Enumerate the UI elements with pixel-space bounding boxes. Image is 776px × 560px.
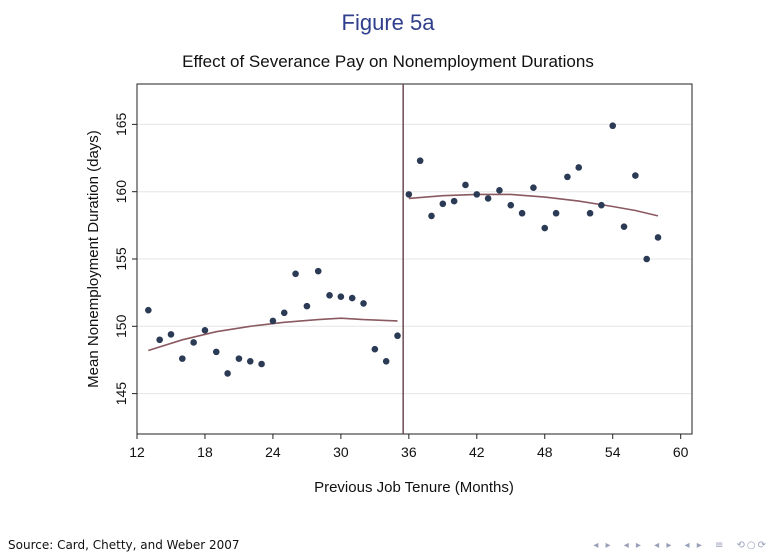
data-point xyxy=(654,234,662,241)
axes: 145 150 155 160 165 12 18 24 30 36 42 48 54 60 xyxy=(113,84,689,460)
data-point xyxy=(598,201,605,209)
data-point xyxy=(530,184,537,191)
data-point xyxy=(303,302,311,310)
data-point xyxy=(439,200,447,208)
x-tick-label: 24 xyxy=(265,444,281,460)
fit-line xyxy=(148,317,398,352)
prev-section-icon[interactable]: ◂ ▸ xyxy=(654,540,674,551)
data-point xyxy=(620,223,628,230)
x-tick-label: 36 xyxy=(401,444,417,460)
data-points xyxy=(145,122,662,377)
data-point xyxy=(462,181,469,189)
prev-frame-icon[interactable]: ◂ ▸ xyxy=(593,540,613,551)
data-point xyxy=(484,195,492,202)
data-point xyxy=(156,336,163,344)
data-point xyxy=(348,294,356,302)
data-point xyxy=(564,173,571,181)
data-point xyxy=(609,122,617,130)
data-point xyxy=(428,212,435,220)
data-point xyxy=(371,345,379,353)
data-point xyxy=(224,370,231,377)
x-axis-label: Previous Job Tenure (Months) xyxy=(314,479,514,496)
y-tick-label: 160 xyxy=(113,180,129,204)
data-point xyxy=(632,172,639,179)
next-section-icon[interactable]: ◂ ▸ xyxy=(684,540,704,551)
y-tick-label: 155 xyxy=(113,247,129,271)
data-point xyxy=(405,191,413,198)
data-point xyxy=(212,348,220,356)
x-tick-label: 18 xyxy=(197,444,213,460)
x-tick-label: 54 xyxy=(605,444,621,460)
fit-line xyxy=(408,193,659,217)
data-point xyxy=(586,209,594,217)
data-point xyxy=(167,331,175,338)
data-point xyxy=(575,164,583,171)
data-point xyxy=(179,355,186,362)
data-point xyxy=(337,293,345,300)
y-tick-label: 165 xyxy=(113,112,129,136)
next-frame-icon[interactable]: ◂ ▸ xyxy=(623,540,643,551)
x-tick-label: 48 xyxy=(537,444,553,460)
y-tick-label: 150 xyxy=(113,314,129,338)
chart-title: Effect of Severance Pay on Nonemployment… xyxy=(182,52,594,71)
beamer-navigation: ◂ ▸ ◂ ▸ ◂ ▸ ◂ ▸ ≡ ⟲○⟳ xyxy=(587,540,768,551)
data-point xyxy=(145,306,152,314)
slide-title: Figure 5a xyxy=(341,10,435,35)
scatter-chart: 145 150 155 160 165 12 18 24 30 36 42 48 54 60 Previo… xyxy=(85,83,693,496)
data-point xyxy=(326,292,333,299)
y-axis-label: Mean Nonemployment Duration (days) xyxy=(85,130,102,388)
data-point xyxy=(235,355,243,362)
data-point xyxy=(416,157,424,165)
source-citation: Source: Card, Chetty, and Weber 2007 xyxy=(8,538,240,552)
data-point xyxy=(201,327,209,334)
data-point xyxy=(552,209,560,217)
x-tick-label: 30 xyxy=(333,444,349,460)
data-point xyxy=(507,201,515,209)
data-point xyxy=(360,300,367,307)
grid-lines xyxy=(137,123,692,395)
data-point xyxy=(280,309,288,317)
data-point xyxy=(541,224,549,232)
data-point xyxy=(258,360,265,368)
data-point xyxy=(314,267,322,275)
data-point xyxy=(643,255,650,263)
data-point xyxy=(473,191,481,198)
data-point xyxy=(246,358,254,365)
data-point xyxy=(269,317,277,325)
y-tick-label: 145 xyxy=(113,382,129,406)
x-tick-label: 42 xyxy=(469,444,485,460)
data-point xyxy=(518,209,526,217)
data-point xyxy=(496,187,503,194)
data-point xyxy=(450,197,458,205)
data-point xyxy=(394,332,401,340)
data-point xyxy=(292,270,299,278)
data-point xyxy=(190,339,197,346)
x-tick-label: 60 xyxy=(673,444,689,460)
fit-lines xyxy=(148,193,659,352)
menu-icon[interactable]: ≡ xyxy=(714,540,726,551)
data-point xyxy=(382,358,390,365)
x-tick-label: 12 xyxy=(129,444,145,460)
search-icon[interactable]: ⟲○⟳ xyxy=(736,540,768,551)
